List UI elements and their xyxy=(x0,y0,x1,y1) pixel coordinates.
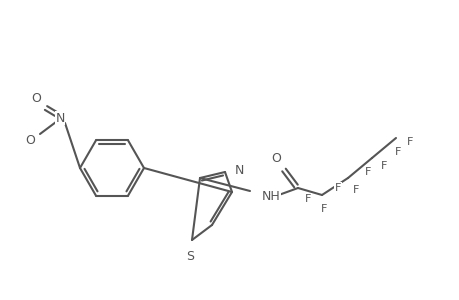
Text: F: F xyxy=(304,194,310,204)
Text: F: F xyxy=(394,147,400,157)
Text: N: N xyxy=(55,112,65,124)
Text: S: S xyxy=(185,250,194,263)
Text: F: F xyxy=(334,183,341,193)
Text: F: F xyxy=(364,167,370,177)
Text: NH: NH xyxy=(262,190,280,202)
Text: F: F xyxy=(406,137,412,147)
Text: F: F xyxy=(380,161,386,171)
Text: O: O xyxy=(270,152,280,164)
Text: O: O xyxy=(31,92,41,104)
Text: N: N xyxy=(235,164,244,176)
Text: O: O xyxy=(25,134,35,146)
Text: F: F xyxy=(320,204,326,214)
Text: F: F xyxy=(352,185,358,195)
